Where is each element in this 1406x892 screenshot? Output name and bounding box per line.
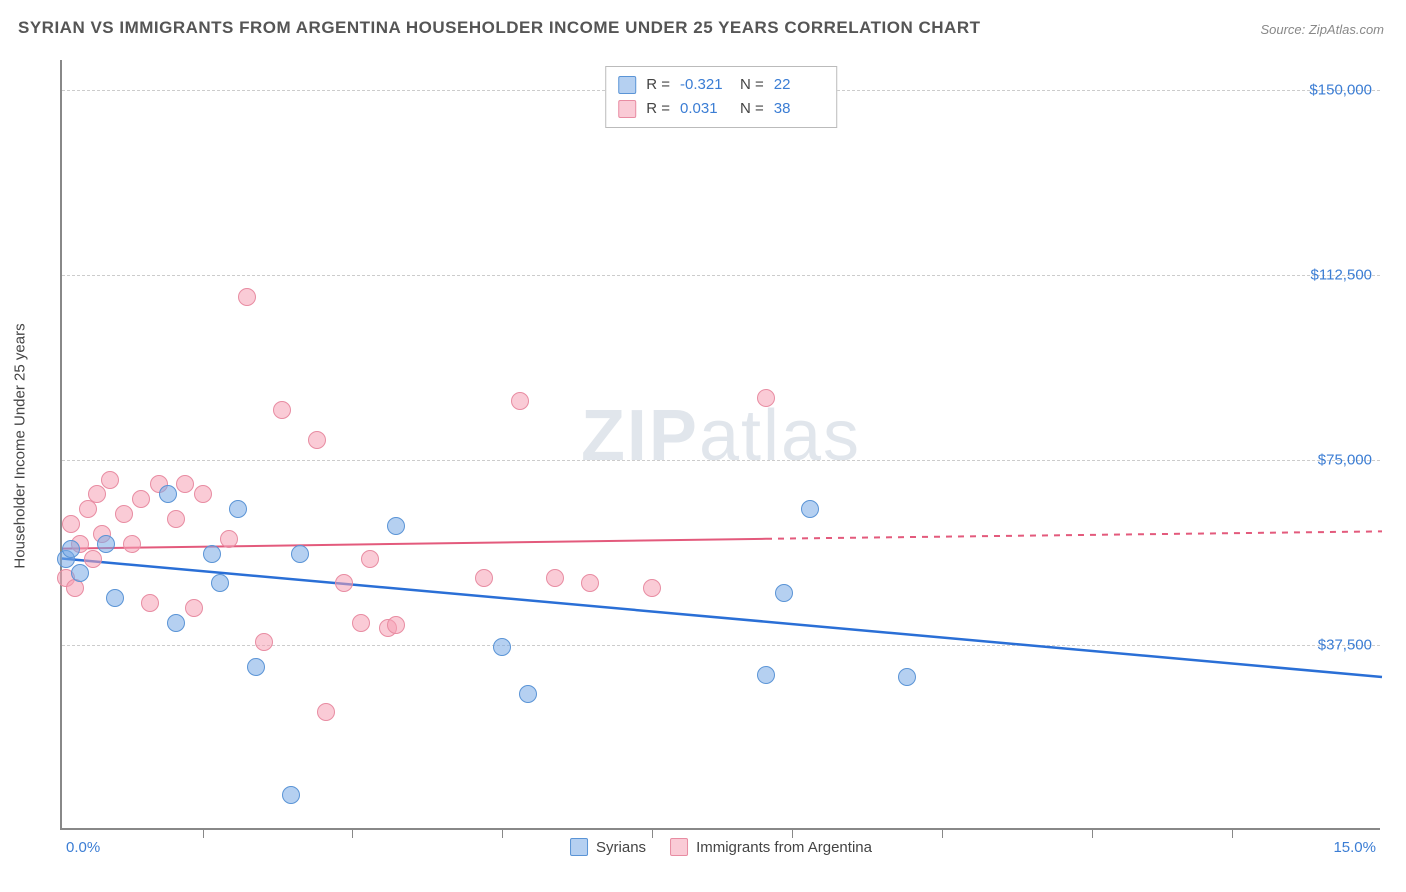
- legend-swatch-blue: [570, 838, 588, 856]
- scatter-point-blue: [167, 614, 185, 632]
- bottom-legend: Syrians Immigrants from Argentina: [570, 838, 872, 856]
- scatter-point-blue: [775, 584, 793, 602]
- scatter-point-pink: [88, 485, 106, 503]
- scatter-point-pink: [335, 574, 353, 592]
- scatter-point-blue: [159, 485, 177, 503]
- x-axis-min-label: 0.0%: [66, 839, 100, 856]
- scatter-point-pink: [123, 535, 141, 553]
- stat-n1-value: 22: [774, 73, 824, 97]
- x-tick: [1232, 828, 1233, 838]
- trend-lines-svg: [62, 60, 1380, 828]
- scatter-point-blue: [282, 786, 300, 804]
- scatter-point-blue: [203, 545, 221, 563]
- scatter-point-blue: [801, 500, 819, 518]
- scatter-point-pink: [238, 288, 256, 306]
- x-tick: [203, 828, 204, 838]
- scatter-point-pink: [185, 599, 203, 617]
- scatter-point-pink: [220, 530, 238, 548]
- legend-swatch-pink: [670, 838, 688, 856]
- scatter-point-blue: [247, 658, 265, 676]
- scatter-point-blue: [229, 500, 247, 518]
- plot-area: ZIPatlas $37,500$75,000$112,500$150,000 …: [60, 60, 1380, 830]
- scatter-point-pink: [757, 389, 775, 407]
- legend-item-1: Syrians: [570, 838, 646, 856]
- scatter-point-pink: [387, 616, 405, 634]
- stat-r-label: R =: [646, 73, 670, 97]
- x-tick: [502, 828, 503, 838]
- y-axis-title: Householder Income Under 25 years: [12, 323, 29, 568]
- scatter-point-pink: [84, 550, 102, 568]
- scatter-point-blue: [387, 517, 405, 535]
- scatter-point-pink: [176, 475, 194, 493]
- scatter-point-pink: [132, 490, 150, 508]
- stat-n2-value: 38: [774, 97, 824, 121]
- legend-item-2: Immigrants from Argentina: [670, 838, 872, 856]
- scatter-point-blue: [97, 535, 115, 553]
- x-axis-max-label: 15.0%: [1333, 839, 1376, 856]
- scatter-point-pink: [194, 485, 212, 503]
- stats-legend-box: R = -0.321 N = 22 R = 0.031 N = 38: [605, 66, 837, 128]
- scatter-point-pink: [361, 550, 379, 568]
- scatter-point-blue: [211, 574, 229, 592]
- scatter-point-blue: [106, 589, 124, 607]
- stat-n-label: N =: [740, 73, 764, 97]
- scatter-point-blue: [493, 638, 511, 656]
- x-tick: [652, 828, 653, 838]
- scatter-point-blue: [519, 685, 537, 703]
- scatter-point-pink: [352, 614, 370, 632]
- chart-title: SYRIAN VS IMMIGRANTS FROM ARGENTINA HOUS…: [18, 18, 981, 38]
- trend-line-pink-solid: [62, 539, 766, 549]
- legend-label-1: Syrians: [596, 839, 646, 856]
- scatter-point-pink: [643, 579, 661, 597]
- scatter-point-blue: [62, 540, 80, 558]
- scatter-point-pink: [475, 569, 493, 587]
- scatter-point-pink: [317, 703, 335, 721]
- legend-label-2: Immigrants from Argentina: [696, 839, 872, 856]
- x-tick: [352, 828, 353, 838]
- scatter-point-pink: [115, 505, 133, 523]
- stat-r1-value: -0.321: [680, 73, 730, 97]
- scatter-point-pink: [511, 392, 529, 410]
- stat-r-label-2: R =: [646, 97, 670, 121]
- stats-row-1: R = -0.321 N = 22: [618, 73, 824, 97]
- scatter-point-blue: [757, 666, 775, 684]
- scatter-point-pink: [308, 431, 326, 449]
- swatch-blue: [618, 76, 636, 94]
- x-tick: [792, 828, 793, 838]
- trend-line-pink-dashed: [766, 531, 1382, 538]
- scatter-point-blue: [71, 564, 89, 582]
- x-tick: [1092, 828, 1093, 838]
- scatter-point-pink: [581, 574, 599, 592]
- source-attribution: Source: ZipAtlas.com: [1260, 22, 1384, 37]
- scatter-point-pink: [273, 401, 291, 419]
- scatter-point-pink: [141, 594, 159, 612]
- stat-n-label-2: N =: [740, 97, 764, 121]
- scatter-point-pink: [167, 510, 185, 528]
- scatter-point-pink: [255, 633, 273, 651]
- scatter-point-pink: [62, 515, 80, 533]
- scatter-point-pink: [101, 471, 119, 489]
- stat-r2-value: 0.031: [680, 97, 730, 121]
- x-tick: [942, 828, 943, 838]
- stats-row-2: R = 0.031 N = 38: [618, 97, 824, 121]
- scatter-point-blue: [898, 668, 916, 686]
- swatch-pink: [618, 100, 636, 118]
- scatter-point-blue: [291, 545, 309, 563]
- scatter-point-pink: [546, 569, 564, 587]
